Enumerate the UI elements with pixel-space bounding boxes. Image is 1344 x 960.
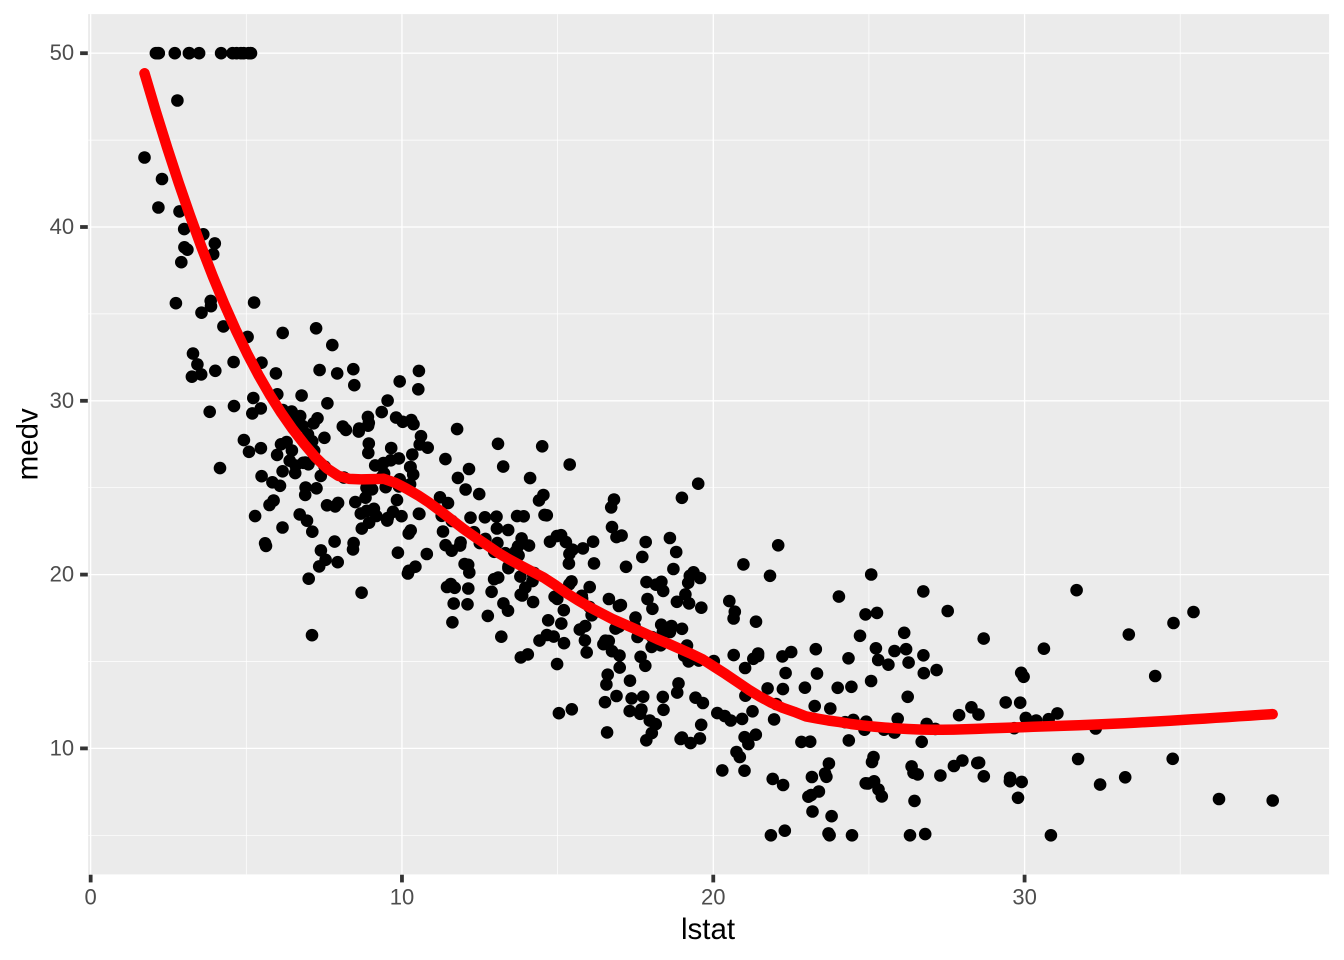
- svg-text:0: 0: [85, 884, 97, 909]
- svg-text:20: 20: [50, 562, 74, 587]
- svg-text:30: 30: [50, 388, 74, 413]
- svg-text:50: 50: [50, 40, 74, 65]
- svg-text:lstat: lstat: [681, 913, 735, 946]
- svg-text:40: 40: [50, 214, 74, 239]
- svg-text:10: 10: [50, 735, 74, 760]
- svg-text:30: 30: [1012, 884, 1036, 909]
- svg-text:10: 10: [390, 884, 414, 909]
- svg-text:medv: medv: [12, 408, 45, 480]
- svg-text:20: 20: [701, 884, 725, 909]
